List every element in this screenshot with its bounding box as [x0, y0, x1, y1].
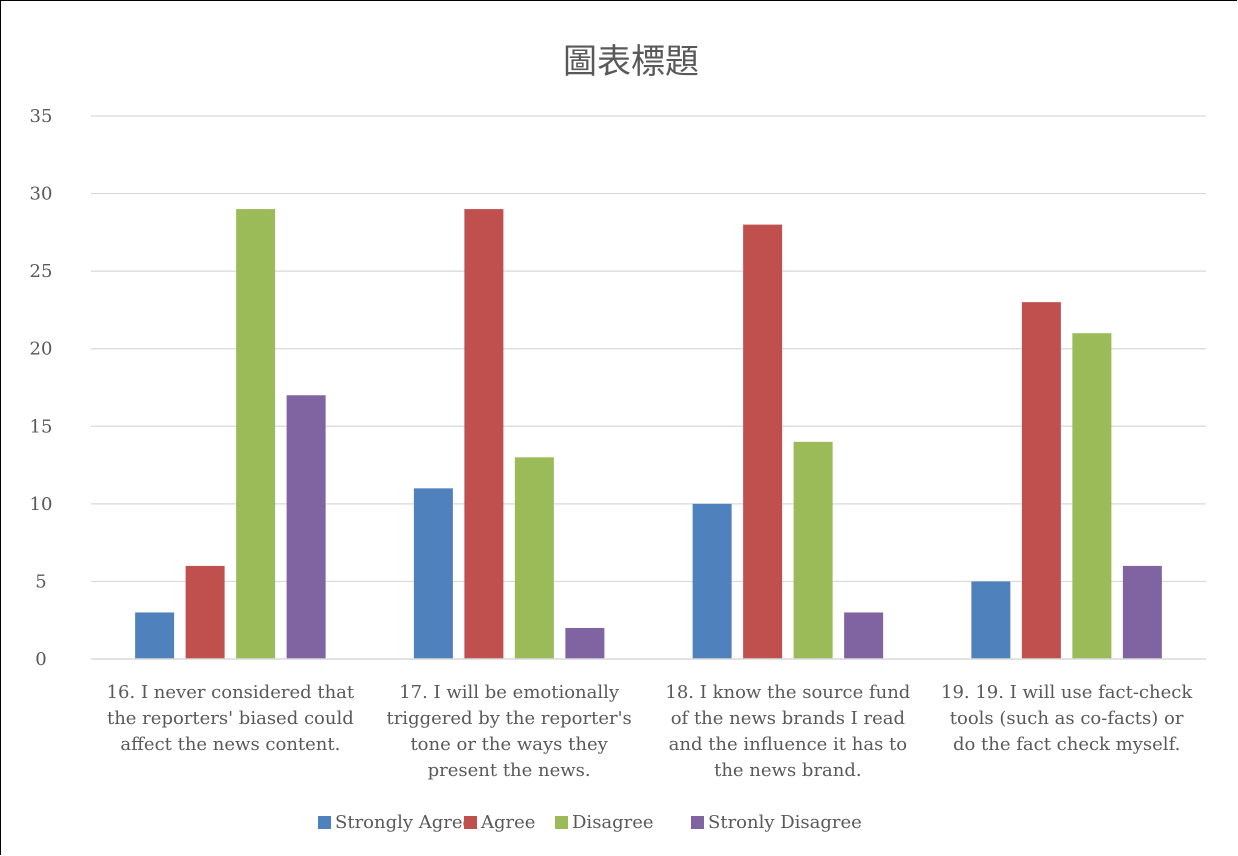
y-tick-label: 20 — [30, 339, 53, 360]
bar-disagree — [514, 457, 554, 659]
y-axis-tick-labels: 0 5 10 15 20 25 30 35 — [30, 106, 53, 670]
bar-strongly-agree — [692, 503, 732, 659]
bar-disagree — [236, 209, 276, 660]
bar-strongly-agree — [135, 612, 175, 659]
x-category-label: do the fact check myself. — [953, 734, 1180, 755]
x-category-label: the news brand. — [714, 760, 862, 781]
bar-agree — [185, 565, 225, 659]
bar-agree — [1021, 302, 1061, 659]
legend-swatch — [464, 816, 477, 829]
bar-stronly-disagree — [565, 627, 605, 659]
bar-stronly-disagree — [1122, 565, 1162, 659]
y-tick-label: 35 — [30, 106, 53, 127]
legend-label: Stronly Disagree — [708, 812, 862, 833]
chart-title: 圖表標題 — [563, 42, 699, 82]
x-category-label: 19. 19. I will use fact-check — [941, 682, 1193, 703]
legend-swatch — [318, 816, 331, 829]
x-category-label: and the influence it has to — [669, 734, 907, 755]
bar-agree — [743, 224, 783, 659]
x-category-label: 17. I will be emotionally — [399, 682, 620, 703]
x-axis-category-labels: 16. I never considered that the reporters… — [107, 682, 1194, 781]
bar-stronly-disagree — [844, 612, 884, 659]
x-category-label: tools (such as co-facts) or — [950, 708, 1184, 729]
x-category-label: affect the news content. — [120, 734, 340, 755]
bars — [135, 209, 1162, 660]
y-tick-label: 30 — [30, 184, 53, 205]
legend-swatch — [555, 816, 568, 829]
bar-stronly-disagree — [286, 395, 326, 659]
x-category-label: 16. I never considered that — [107, 682, 355, 703]
legend-label: Disagree — [572, 812, 654, 833]
y-tick-label: 25 — [30, 261, 53, 282]
bar-strongly-agree — [971, 581, 1011, 659]
x-category-label: the reporters' biased could — [107, 708, 354, 729]
y-tick-label: 5 — [35, 571, 46, 592]
legend: Strongly Agree Agree Disagree Stronly Disag… — [318, 812, 862, 833]
y-tick-label: 15 — [30, 416, 53, 437]
legend-label: Agree — [480, 812, 535, 833]
x-category-label: tone or the ways they — [410, 734, 608, 755]
y-tick-label: 0 — [35, 649, 46, 670]
x-category-label: of the news brands I read — [671, 708, 905, 729]
bar-disagree — [1072, 333, 1112, 659]
legend-label: Strongly Agree — [335, 812, 473, 833]
bar-agree — [464, 209, 504, 660]
x-category-label: present the news. — [428, 760, 591, 781]
y-tick-label: 10 — [30, 494, 53, 515]
x-category-label: 18. I know the source fund — [665, 682, 910, 703]
bar-strongly-agree — [413, 488, 453, 659]
gridlines — [91, 115, 1206, 583]
bar-disagree — [793, 441, 833, 659]
x-category-label: triggered by the reporter's — [386, 708, 631, 729]
legend-swatch — [691, 816, 704, 829]
